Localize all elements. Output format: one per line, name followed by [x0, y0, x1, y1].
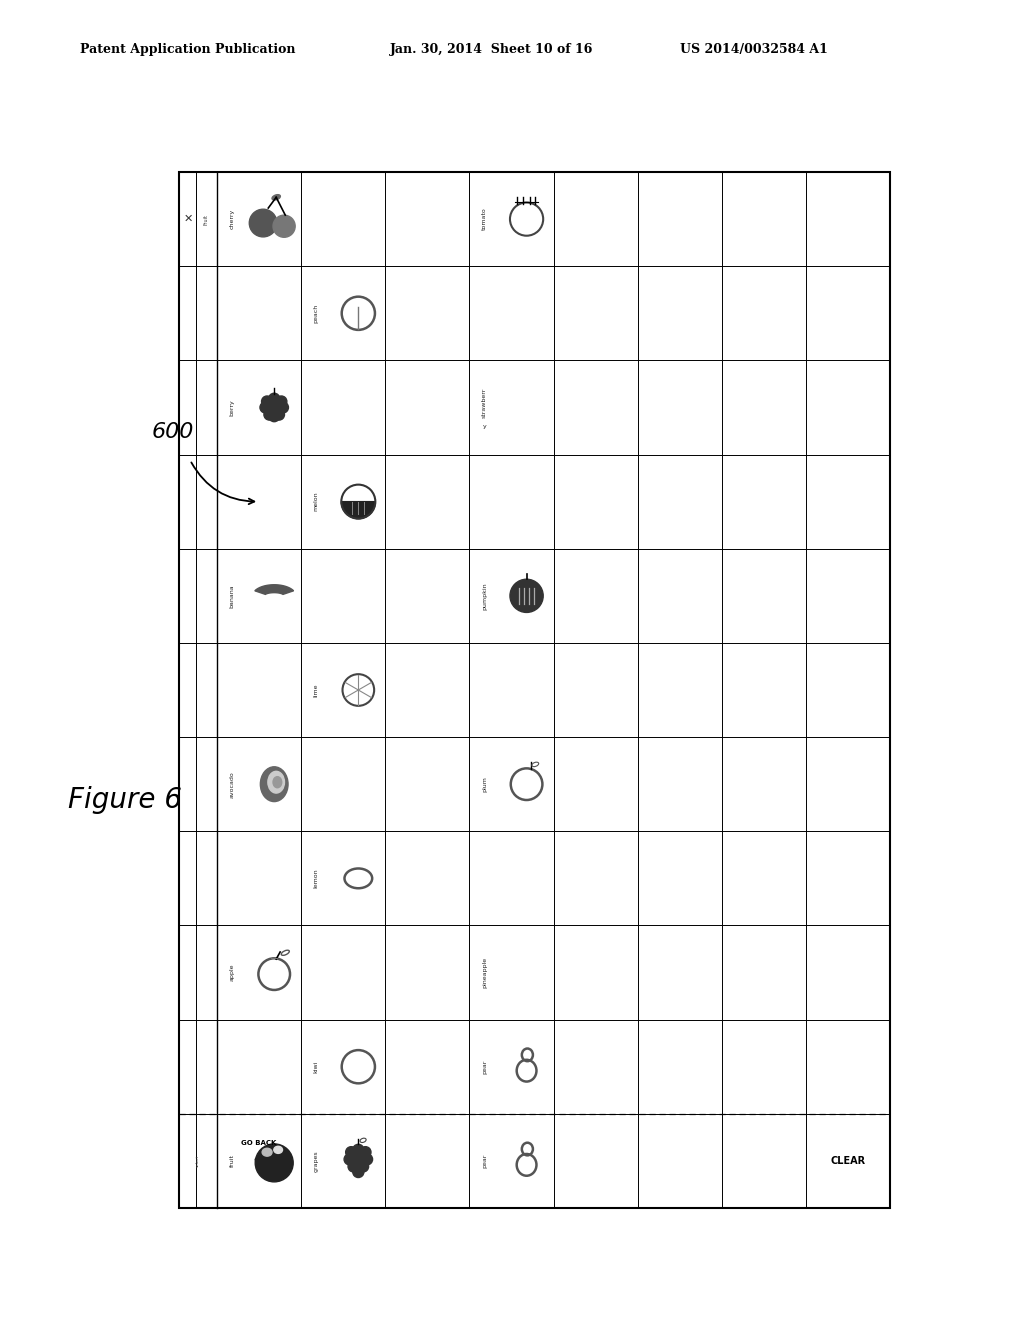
Text: Figure 6: Figure 6 [68, 785, 182, 814]
Circle shape [260, 401, 271, 413]
Circle shape [353, 1152, 364, 1163]
Text: pineapple: pineapple [482, 957, 487, 989]
Text: peach: peach [313, 304, 318, 323]
Text: select: select [196, 1155, 200, 1167]
Wedge shape [341, 502, 376, 519]
Bar [179, 172, 890, 1208]
Text: strawberr: strawberr [482, 388, 487, 418]
Text: fruit: fruit [229, 1155, 234, 1167]
Text: kiwi: kiwi [313, 1060, 318, 1073]
Text: tomato: tomato [482, 207, 487, 231]
Text: ✕: ✕ [184, 214, 194, 224]
Circle shape [275, 396, 287, 407]
Text: pear: pear [482, 1154, 487, 1168]
Text: 600: 600 [152, 422, 195, 442]
Text: apple: apple [229, 964, 234, 981]
Text: lemon: lemon [313, 869, 318, 888]
Circle shape [361, 1154, 373, 1164]
Circle shape [268, 411, 280, 421]
Text: CLEAR: CLEAR [830, 1156, 865, 1166]
Text: banana: banana [229, 583, 234, 607]
Circle shape [346, 1147, 356, 1158]
Circle shape [359, 1147, 371, 1158]
Text: lime: lime [313, 684, 318, 697]
Circle shape [264, 409, 275, 420]
Ellipse shape [273, 776, 282, 788]
Text: melon: melon [313, 492, 318, 511]
Circle shape [353, 1167, 364, 1177]
Text: grapes: grapes [313, 1150, 318, 1172]
Circle shape [268, 393, 280, 404]
Text: pumpkin: pumpkin [482, 582, 487, 610]
Circle shape [273, 409, 285, 420]
Text: berry: berry [229, 399, 234, 416]
Text: plum: plum [482, 776, 487, 792]
Circle shape [273, 215, 295, 238]
Text: GO BACK: GO BACK [242, 1140, 276, 1146]
Ellipse shape [262, 1148, 272, 1156]
Text: Patent Application Publication: Patent Application Publication [80, 44, 296, 57]
Circle shape [344, 1154, 355, 1164]
Text: pear: pear [482, 1060, 487, 1074]
Text: avocado: avocado [229, 771, 234, 797]
Ellipse shape [268, 771, 285, 793]
Ellipse shape [260, 767, 288, 801]
Circle shape [278, 401, 289, 413]
Circle shape [255, 1144, 293, 1181]
Circle shape [249, 209, 276, 236]
Circle shape [510, 579, 543, 612]
Polygon shape [255, 585, 294, 594]
Ellipse shape [273, 1146, 283, 1154]
Circle shape [348, 1160, 359, 1172]
Circle shape [268, 401, 280, 413]
Text: Jan. 30, 2014  Sheet 10 of 16: Jan. 30, 2014 Sheet 10 of 16 [390, 44, 593, 57]
Text: cherry: cherry [229, 209, 234, 230]
Circle shape [357, 1160, 369, 1172]
Text: y: y [482, 424, 486, 429]
Circle shape [261, 396, 272, 407]
Ellipse shape [272, 194, 281, 201]
Circle shape [353, 1144, 364, 1155]
Text: US 2014/0032584 A1: US 2014/0032584 A1 [680, 44, 827, 57]
Text: Fruit: Fruit [204, 214, 209, 224]
